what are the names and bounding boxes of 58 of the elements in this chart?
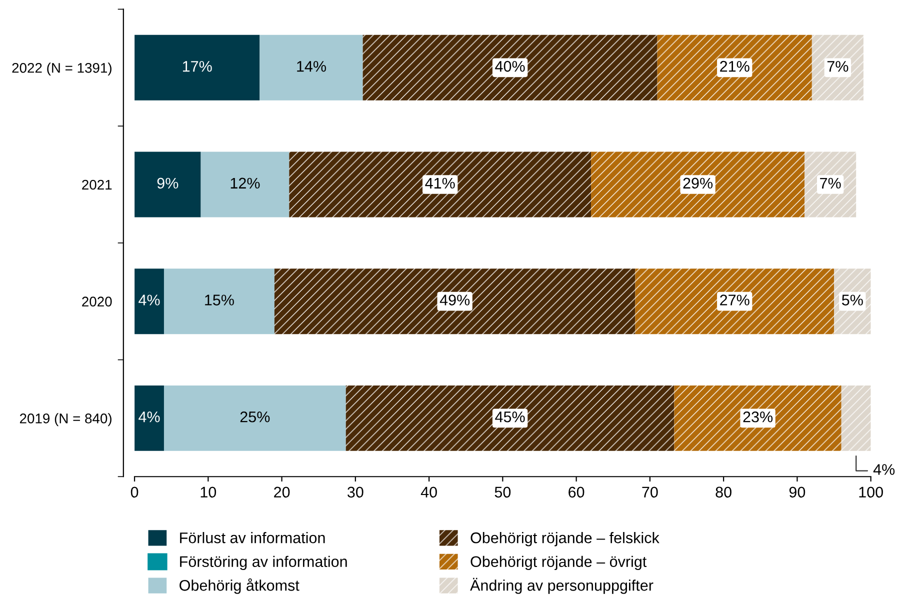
- bar: [164, 385, 346, 451]
- x-tick-label: 80: [716, 486, 732, 498]
- legend-label: Förlust av information: [180, 532, 325, 544]
- x-tick-label: 60: [568, 486, 584, 498]
- data-label: 17%: [182, 61, 212, 72]
- legend-label: Obehörigt röjande – felskick: [470, 532, 660, 546]
- bar: [289, 152, 592, 218]
- data-label: 40%: [495, 60, 525, 72]
- bar: [164, 268, 274, 334]
- x-tick-label: 90: [789, 486, 806, 498]
- bar: [674, 385, 842, 451]
- x-tick-label: 40: [420, 486, 437, 498]
- data-label: 23%: [743, 411, 773, 422]
- bar: [134, 385, 164, 451]
- y-tick-label: 2021: [82, 180, 112, 190]
- x-tick-label: 70: [642, 486, 658, 498]
- bar: [362, 34, 658, 100]
- x-tick-label: 100: [859, 486, 883, 498]
- bar: [134, 268, 164, 334]
- data-label: 29%: [683, 178, 713, 189]
- bar: [134, 34, 260, 100]
- data-label: 4%: [873, 464, 895, 475]
- data-label: 25%: [240, 411, 270, 422]
- x-tick-label: 10: [200, 486, 216, 498]
- legend-label: Ändring av personuppgifter: [470, 578, 654, 594]
- data-label: 7%: [820, 178, 841, 189]
- x-tick-label: 0: [130, 486, 138, 498]
- legend-label: Obehörigt röjande – övrigt: [470, 556, 647, 570]
- data-label: 5%: [842, 294, 863, 306]
- data-label: 9%: [157, 178, 178, 189]
- bar: [657, 34, 812, 100]
- y-tick-label: 2022 (N = 1391): [12, 62, 112, 76]
- data-label: 4%: [138, 412, 160, 422]
- bar: [274, 268, 636, 334]
- data-label: 15%: [205, 294, 234, 306]
- bar: [134, 152, 201, 218]
- y-tick-label: 2019 (N = 840): [20, 413, 112, 426]
- legend-label: Förstöring av information: [180, 556, 347, 570]
- bar: [635, 268, 834, 334]
- x-tick-label: 50: [494, 486, 511, 498]
- bar: [841, 385, 871, 451]
- data-label: 14%: [297, 61, 326, 72]
- x-tick-label: 30: [348, 486, 364, 498]
- y-tick-label: 2020: [82, 296, 112, 307]
- data-label: 21%: [720, 60, 750, 72]
- data-label: 27%: [720, 294, 750, 306]
- bar: [591, 152, 805, 218]
- data-label: 12%: [230, 178, 260, 189]
- legend-label: Obehörig åtkomst: [180, 578, 300, 594]
- data-label: 45%: [495, 412, 525, 422]
- bar: [346, 385, 674, 451]
- data-label: 41%: [425, 178, 455, 189]
- bar: [260, 34, 363, 100]
- data-label: 4%: [138, 294, 160, 306]
- data-label: 7%: [827, 61, 848, 72]
- bar: [200, 152, 290, 218]
- x-tick-label: 20: [274, 486, 290, 498]
- data-label: 49%: [440, 294, 470, 306]
